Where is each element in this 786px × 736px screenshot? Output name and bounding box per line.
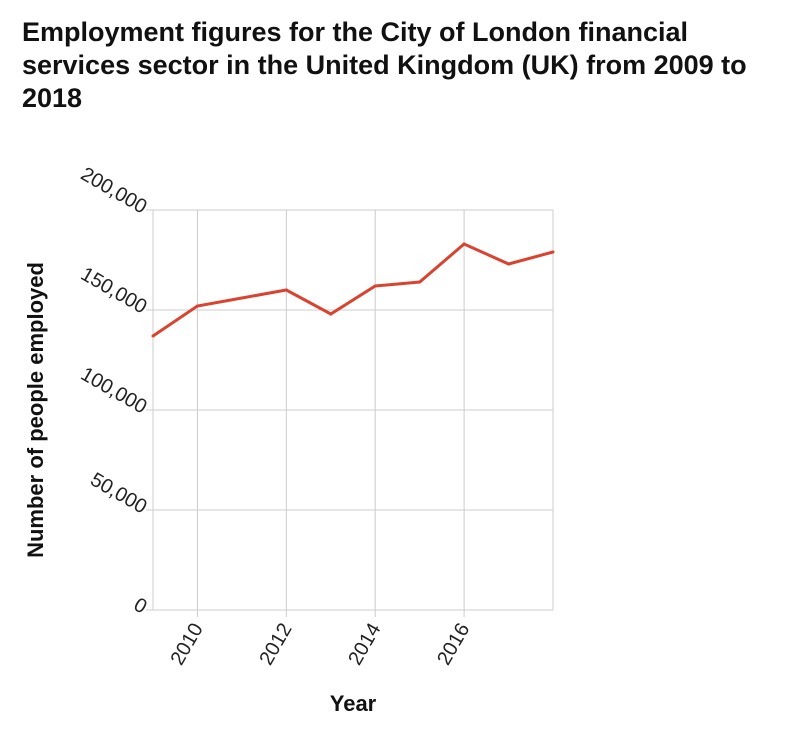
y-tick-label: 150,000 bbox=[77, 263, 151, 318]
data-point bbox=[151, 334, 155, 338]
x-axis-title: Year bbox=[330, 691, 377, 716]
data-point bbox=[551, 250, 555, 254]
grid bbox=[146, 209, 554, 617]
data-point bbox=[373, 284, 377, 288]
data-point bbox=[329, 312, 333, 316]
data-point bbox=[507, 262, 511, 266]
x-tick-label: 2016 bbox=[433, 620, 474, 670]
data-point bbox=[462, 242, 466, 246]
series-layer bbox=[151, 242, 555, 338]
y-tick-label: 100,000 bbox=[77, 363, 151, 418]
data-point bbox=[195, 304, 199, 308]
y-tick-label: 200,000 bbox=[77, 163, 151, 218]
chart-title: Employment figures for the City of Londo… bbox=[22, 17, 747, 113]
y-tick-label: 0 bbox=[130, 594, 151, 619]
y-tick-label: 50,000 bbox=[87, 469, 151, 519]
x-tick-label: 2012 bbox=[255, 620, 296, 670]
x-tick-label: 2014 bbox=[344, 620, 385, 670]
y-axis-title: Number of people employed bbox=[23, 262, 48, 558]
x-tick-label: 2010 bbox=[166, 620, 207, 670]
data-point bbox=[418, 280, 422, 284]
data-point bbox=[240, 296, 244, 300]
tick-labels: 0 50,000 100,000 150,000 200,000 2010 2012 2014… bbox=[77, 163, 475, 669]
series-line bbox=[152, 242, 554, 338]
data-point bbox=[284, 288, 288, 292]
